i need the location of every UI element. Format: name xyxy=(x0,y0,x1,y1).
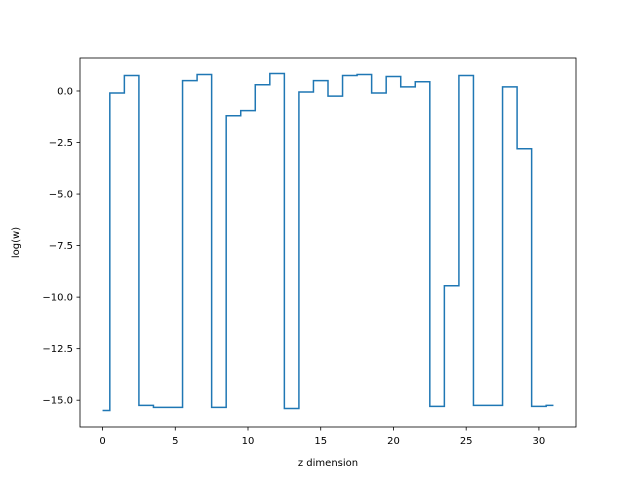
x-tick-label: 15 xyxy=(314,436,327,447)
y-axis-label: log(w) xyxy=(11,227,22,258)
x-tick-label: 0 xyxy=(99,436,105,447)
y-tick-label: −10.0 xyxy=(42,293,73,304)
x-tick-label: 5 xyxy=(172,436,178,447)
y-tick-label: −2.5 xyxy=(49,138,73,149)
series-step-line xyxy=(102,72,554,412)
y-tick-label: −5.0 xyxy=(49,190,73,201)
y-tick-label: −12.5 xyxy=(42,344,73,355)
y-tick-label: −15.0 xyxy=(42,396,73,407)
y-tick-label: 0.0 xyxy=(57,86,73,97)
axes-frame xyxy=(79,57,577,428)
x-tick-label: 10 xyxy=(242,436,255,447)
plot-area xyxy=(79,57,577,428)
y-tick-label: −7.5 xyxy=(49,241,73,252)
x-tick-label: 20 xyxy=(387,436,400,447)
x-axis-label: z dimension xyxy=(298,458,358,469)
y-axis-ticks: 0.0 −2.5 −5.0 −7.5 −10.0 −12.5 −15.0 xyxy=(42,86,80,407)
x-axis-ticks: 0 5 10 15 20 25 30 xyxy=(99,427,545,447)
x-tick-label: 25 xyxy=(460,436,473,447)
x-tick-label: 30 xyxy=(533,436,546,447)
